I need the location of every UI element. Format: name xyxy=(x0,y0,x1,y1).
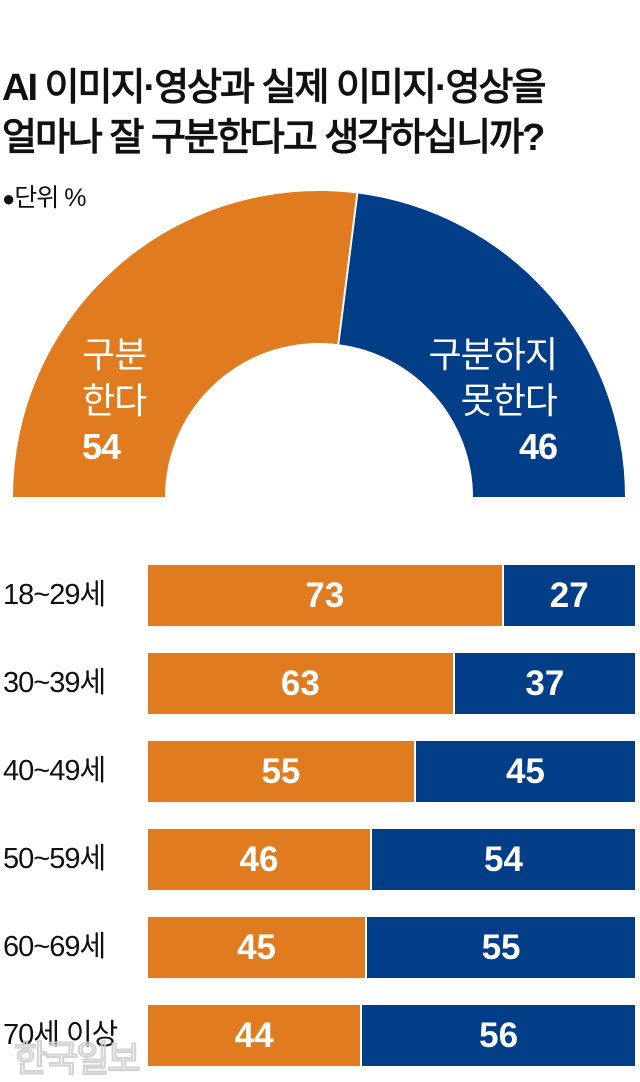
age-row: 30~39세 63 37 xyxy=(0,653,640,714)
age-label: 70세 이상 xyxy=(3,1019,118,1051)
age-row: 18~29세 73 27 xyxy=(0,565,640,626)
donut-separator xyxy=(337,193,359,345)
bar-segment-cannot-distinguish: 56 xyxy=(362,1005,635,1066)
bar-segment-distinguish: 63 xyxy=(148,653,455,714)
age-label: 30~39세 xyxy=(3,667,106,699)
stacked-bar: 45 55 xyxy=(148,917,635,978)
stacked-bar: 63 37 xyxy=(148,653,635,714)
donut-label-distinguish: 구분 한다 54 xyxy=(82,332,147,470)
bar-segment-cannot-distinguish: 45 xyxy=(415,741,635,802)
stacked-bar: 55 45 xyxy=(148,741,635,802)
bar-segment-distinguish: 73 xyxy=(148,565,504,626)
bar-segment-distinguish: 55 xyxy=(148,741,416,802)
donut-label-text: 한다 xyxy=(82,380,147,421)
bar-segment-distinguish: 44 xyxy=(148,1005,363,1066)
donut-label-cannot-distinguish: 구분하지 못한다 46 xyxy=(428,332,558,470)
age-row: 50~59세 46 54 xyxy=(0,829,640,890)
donut-label-text: 못한다 xyxy=(460,380,558,421)
unit-note: ●단위 % xyxy=(2,178,86,214)
donut-value: 54 xyxy=(82,426,121,467)
stacked-bar: 73 27 xyxy=(148,565,635,626)
stacked-bar: 44 56 xyxy=(148,1005,635,1066)
bar-segment-cannot-distinguish: 37 xyxy=(454,653,635,714)
age-label: 60~69세 xyxy=(3,931,106,963)
age-label: 40~49세 xyxy=(3,755,106,787)
donut-segment-distinguish xyxy=(13,191,358,497)
age-label: 50~59세 xyxy=(3,843,106,875)
age-row: 70세 이상 44 56 xyxy=(0,1005,640,1066)
bar-segment-cannot-distinguish: 54 xyxy=(372,829,635,890)
half-donut-chart xyxy=(13,191,625,497)
bar-segment-cannot-distinguish: 27 xyxy=(503,565,635,626)
bar-segment-distinguish: 46 xyxy=(148,829,373,890)
bar-segment-distinguish: 45 xyxy=(148,917,368,978)
publisher-watermark: 한국일보 xyxy=(13,1038,140,1080)
stacked-bar: 46 54 xyxy=(148,829,635,890)
donut-value: 46 xyxy=(518,426,558,467)
chart-title-line-2: 얼마나 잘 구분한다고 생각하십니까? xyxy=(2,117,545,159)
unit-label: 단위 % xyxy=(14,184,86,212)
bullet-icon: ● xyxy=(2,186,15,211)
chart-title-line-1: AI 이미지·영상과 실제 이미지·영상을 xyxy=(2,67,546,109)
age-row: 60~69세 45 55 xyxy=(0,917,640,978)
age-label: 18~29세 xyxy=(3,579,106,611)
donut-segment-cannot-distinguish xyxy=(338,193,625,497)
donut-label-text: 구분하지 xyxy=(428,334,558,375)
age-row: 40~49세 55 45 xyxy=(0,741,640,802)
donut-label-text: 구분 xyxy=(82,334,147,375)
bar-segment-cannot-distinguish: 55 xyxy=(367,917,635,978)
